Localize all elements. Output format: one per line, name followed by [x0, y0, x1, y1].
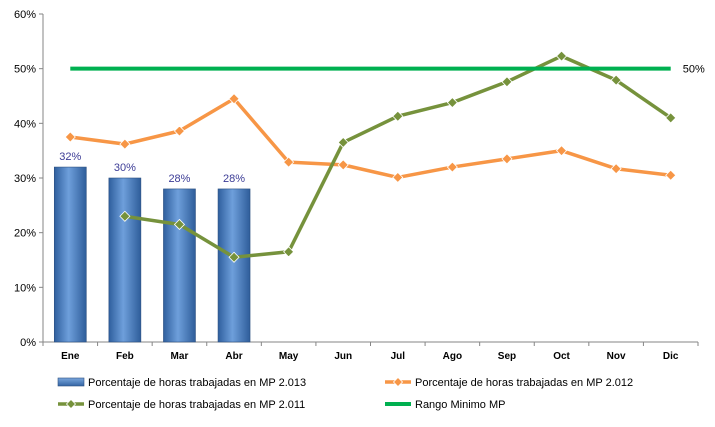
x-tick-label: Oct	[553, 351, 570, 362]
line-point	[283, 246, 295, 258]
bar	[108, 177, 142, 343]
line-point	[610, 74, 622, 86]
plot-area: 0% 10% 20% 30% 40% 50% 60% Ene Feb Mar Abr May Jun Ju…	[14, 9, 705, 362]
bar-data-label: 30%	[114, 162, 136, 174]
line-point	[283, 156, 295, 168]
line-point	[665, 169, 677, 181]
legend-marker	[65, 398, 77, 410]
line-point	[501, 153, 513, 165]
line-point	[665, 112, 677, 124]
line-point	[119, 138, 131, 150]
line-point	[228, 251, 240, 263]
legend-label: Porcentaje de horas trabajadas en MP 2.0…	[88, 399, 305, 411]
x-tick-label: Jun	[334, 351, 352, 362]
line-point	[228, 93, 240, 105]
bar-data-label: 28%	[168, 173, 190, 185]
line-point	[337, 159, 349, 171]
line-point	[446, 96, 458, 109]
line-point	[173, 218, 186, 231]
line-point	[64, 131, 76, 143]
y-tick-label: 10%	[14, 282, 36, 294]
line-point	[610, 163, 622, 175]
bar	[53, 166, 87, 343]
legend-marker	[392, 376, 404, 388]
range-end-label: 50%	[683, 64, 705, 76]
line-point	[119, 210, 131, 222]
line-point	[337, 136, 349, 149]
bar-data-label: 28%	[223, 173, 245, 185]
x-tick-label: Dic	[663, 351, 679, 362]
x-tick-label: Nov	[607, 351, 626, 362]
line-point	[392, 110, 404, 122]
x-tick-label: Mar	[171, 351, 189, 362]
bar-data-label: 32%	[59, 151, 81, 163]
x-tick-label: May	[279, 351, 299, 362]
legend: Porcentaje de horas trabajadas en MP 2.0…	[57, 376, 633, 411]
x-tick-label: Abr	[225, 351, 242, 362]
x-tick-label: Feb	[116, 351, 134, 362]
legend-label: Porcentaje de horas trabajadas en MP 2.0…	[415, 377, 633, 389]
line-point	[501, 76, 513, 88]
bar	[163, 188, 196, 343]
line-point	[173, 125, 186, 137]
legend-label: Porcentaje de horas trabajadas en MP 2.0…	[88, 377, 306, 389]
series-line	[70, 96, 671, 180]
y-tick-label: 30%	[14, 173, 36, 185]
line-point	[555, 145, 568, 157]
y-tick-label: 60%	[14, 9, 36, 21]
series-line	[124, 54, 672, 260]
line-point	[446, 161, 458, 173]
y-tick-label: 0%	[20, 337, 36, 349]
x-tick-label: Jul	[391, 351, 406, 362]
bar	[217, 188, 251, 343]
y-tick-label: 40%	[14, 118, 36, 130]
y-tick-label: 50%	[14, 64, 36, 76]
y-tick-label: 20%	[14, 228, 36, 240]
legend-swatch	[57, 377, 85, 387]
line-point	[555, 50, 568, 62]
x-tick-label: Ago	[443, 351, 462, 362]
x-tick-label: Sep	[498, 351, 516, 362]
x-tick-label: Ene	[61, 351, 80, 362]
legend-label: Rango Minimo MP	[415, 399, 505, 411]
line-point	[392, 171, 404, 184]
